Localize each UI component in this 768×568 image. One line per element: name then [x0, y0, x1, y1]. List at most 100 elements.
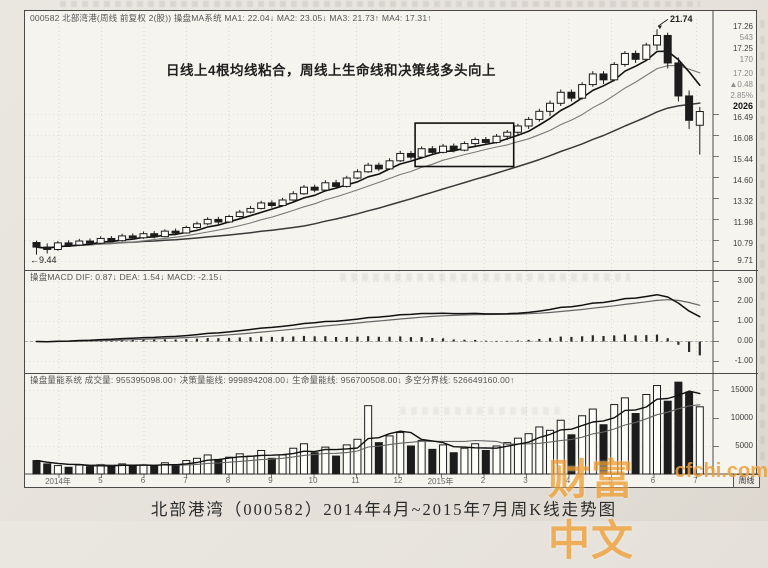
candles-layer	[32, 29, 704, 255]
volume-bar	[246, 455, 255, 475]
volume-bar	[513, 437, 522, 475]
candle	[417, 148, 426, 158]
scan-artifact	[760, 20, 765, 460]
volume-bar	[289, 447, 298, 475]
candle	[342, 177, 351, 187]
consolidation-box	[414, 122, 515, 168]
macd-layer	[35, 293, 701, 356]
candle	[556, 91, 565, 104]
candle	[214, 218, 223, 223]
volume-bar	[546, 429, 555, 475]
candle	[32, 242, 41, 248]
volume-bar	[492, 445, 501, 475]
x-axis-label: 12	[393, 476, 403, 485]
chart-frame	[24, 10, 758, 488]
candle	[524, 118, 533, 127]
candle	[235, 211, 244, 217]
volume-bar	[449, 452, 458, 475]
volume-bar	[192, 457, 201, 475]
low-price-label: ←9.44	[30, 255, 57, 265]
x-axis-label: 6	[650, 476, 656, 485]
volume-bar	[578, 415, 587, 475]
scan-artifact	[60, 1, 700, 7]
volume-bar	[203, 454, 212, 475]
ma-lines	[35, 50, 701, 250]
volume-bar	[214, 458, 223, 475]
annotations	[414, 18, 669, 168]
candle	[653, 34, 662, 46]
price-axis-label: 14.60	[732, 176, 753, 185]
quote-value: 170	[739, 55, 753, 64]
candle	[471, 139, 480, 145]
volume-bar	[620, 397, 629, 475]
volume-bar	[471, 443, 480, 475]
candle	[439, 145, 448, 153]
candle	[246, 207, 255, 213]
x-axis-label: 2	[480, 476, 486, 485]
volume-bar	[439, 444, 448, 475]
candle	[567, 91, 576, 99]
volume-bar	[150, 465, 159, 475]
volume-bar	[695, 406, 704, 475]
candle	[535, 110, 544, 120]
candle	[449, 145, 458, 151]
macd-axis-label: 1.00	[737, 316, 753, 325]
candle	[406, 152, 415, 158]
volume-bar	[321, 446, 330, 475]
high-price-label: 21.74	[670, 14, 693, 25]
candle	[160, 230, 169, 238]
volume-bar	[567, 434, 576, 475]
volume-bar	[85, 466, 94, 475]
candle	[685, 95, 694, 121]
quote-value: 17.26	[732, 22, 753, 31]
volume-bar	[342, 444, 351, 475]
volume-bar	[267, 457, 276, 475]
volume-bar	[503, 442, 512, 475]
volume-bar	[257, 449, 266, 475]
volume-bar	[406, 445, 415, 475]
candle	[460, 143, 469, 151]
candle	[75, 240, 84, 246]
quote-value: 2.85%	[730, 91, 753, 100]
candle	[150, 233, 159, 238]
candle	[385, 160, 394, 170]
volume-bar	[182, 460, 191, 475]
chart-canvas	[25, 11, 758, 478]
candle	[64, 242, 73, 246]
price-axis-label: 9.71	[737, 256, 753, 265]
volume-bar	[599, 424, 608, 475]
candle	[578, 84, 587, 99]
volume-bar	[642, 393, 651, 475]
candle	[620, 52, 629, 65]
main-panel-header: 000582 北部湾港(周线 前复权 2(股)) 操盘MA系统 MA1: 22.…	[30, 13, 432, 23]
volume-bar	[685, 391, 694, 475]
candle	[492, 135, 501, 143]
x-axis-label: 9	[268, 476, 273, 485]
volume-bar	[417, 439, 426, 475]
candle	[513, 125, 522, 133]
candle	[503, 131, 512, 137]
volume-bar	[663, 400, 672, 475]
candle	[310, 186, 319, 191]
x-axis-label: 11	[351, 476, 360, 485]
candle	[139, 233, 148, 239]
x-axis-label: 2014年	[45, 477, 71, 486]
volume-bar	[43, 463, 52, 475]
price-axis-label: 16.49	[732, 113, 753, 122]
x-axis-label: 6	[140, 476, 146, 485]
volume-bar	[107, 465, 116, 475]
candle	[257, 202, 266, 209]
quote-value: 543	[739, 33, 753, 42]
volume-bar	[610, 404, 619, 475]
candle	[171, 230, 180, 234]
macd-axis-label: -1.00	[734, 356, 753, 365]
candle	[663, 34, 672, 64]
period-selector-badge[interactable]: 周线	[733, 474, 760, 488]
volume-bar	[225, 456, 234, 475]
quote-value: ▲0.48	[729, 80, 754, 89]
candle	[321, 182, 330, 191]
candle	[118, 235, 127, 242]
candle	[588, 73, 597, 86]
candle	[481, 139, 490, 143]
